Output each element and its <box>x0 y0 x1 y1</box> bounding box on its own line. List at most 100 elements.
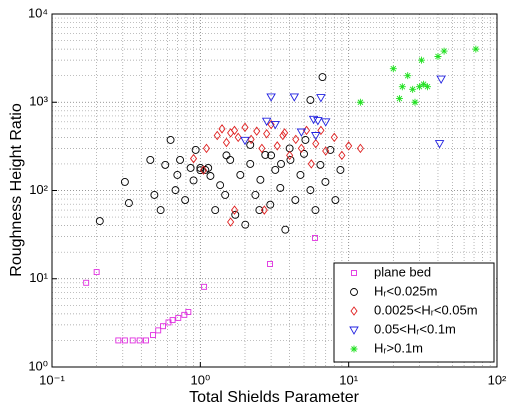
marker-star <box>415 83 423 91</box>
marker-star <box>472 45 480 53</box>
marker-circle <box>255 206 264 215</box>
marker-triangle <box>266 93 276 102</box>
marker-star <box>418 56 426 64</box>
legend-marker <box>350 288 358 296</box>
marker-diamond <box>297 143 305 154</box>
marker-diamond <box>218 124 226 134</box>
marker-diamond <box>330 132 338 143</box>
marker-diamond <box>234 132 242 143</box>
marker-circle <box>146 155 155 164</box>
marker-square <box>155 327 162 334</box>
marker-circle <box>246 159 255 168</box>
marker-circle <box>251 191 260 199</box>
marker-star <box>411 98 419 106</box>
marker-diamond <box>317 125 325 136</box>
x-tick-label: 10¹ <box>339 372 358 387</box>
marker-diamond <box>286 150 294 161</box>
y-tick-label: 10⁴ <box>28 5 48 20</box>
marker-diamond <box>292 134 300 145</box>
marker-diamond <box>241 122 249 133</box>
marker-triangle <box>313 117 323 126</box>
marker-diamond <box>222 137 231 148</box>
marker-circle <box>236 171 245 179</box>
marker-circle <box>261 150 270 159</box>
marker-circle <box>196 166 205 175</box>
marker-diamond <box>202 143 211 154</box>
marker-circle <box>336 165 345 174</box>
marker-diamond <box>213 130 221 141</box>
marker-circle <box>331 196 340 204</box>
marker-diamond <box>199 165 208 175</box>
marker-diamond <box>345 141 353 151</box>
marker-star <box>434 52 442 60</box>
marker-square <box>136 337 143 344</box>
marker-circle <box>256 175 265 184</box>
legend-marker <box>349 326 359 335</box>
marker-circle <box>216 181 225 190</box>
marker-star <box>398 83 406 91</box>
marker-triangle <box>434 140 445 149</box>
marker-circle <box>316 160 325 169</box>
legend-label: plane bed <box>374 264 431 279</box>
marker-square <box>201 283 208 290</box>
marker-diamond <box>263 128 271 139</box>
legend-box <box>333 262 495 363</box>
marker-circle <box>321 177 330 186</box>
marker-diamond <box>267 119 275 130</box>
marker-diamond <box>312 138 320 149</box>
x-tick-label: 10⁻¹ <box>39 372 65 387</box>
marker-diamond <box>338 150 346 161</box>
y-tick-label: 10² <box>29 182 48 197</box>
marker-square <box>129 337 136 344</box>
marker-circle <box>286 155 295 164</box>
marker-circle <box>276 183 285 192</box>
marker-diamond <box>279 130 287 141</box>
marker-circle <box>277 159 285 168</box>
legend-label: 0.0025<Hᵣ<0.05m <box>374 302 478 317</box>
marker-square <box>312 234 318 241</box>
marker-star <box>389 65 397 73</box>
marker-diamond <box>273 141 281 151</box>
marker-star <box>356 98 364 106</box>
marker-circle <box>311 206 320 215</box>
legend-marker <box>350 306 358 316</box>
marker-circle <box>231 210 240 219</box>
marker-circle <box>266 200 275 209</box>
y-axis-title: Roughness Height Ratio <box>8 103 25 277</box>
legend-marker <box>351 270 357 276</box>
marker-diamond <box>260 205 268 215</box>
marker-triangle <box>261 117 272 127</box>
marker-circle <box>181 196 190 204</box>
legend-label: 0.05<Hᵣ<0.1m <box>374 321 456 336</box>
marker-square <box>115 337 122 344</box>
marker-circle <box>191 146 200 154</box>
marker-star <box>395 95 403 103</box>
legend-marker <box>350 345 358 353</box>
marker-circle <box>95 217 104 226</box>
y-tick-label: 10¹ <box>29 270 48 285</box>
marker-square <box>185 309 192 315</box>
marker-square <box>121 337 128 344</box>
marker-circle <box>271 165 280 174</box>
marker-circle <box>206 172 215 180</box>
marker-triangle <box>436 75 446 84</box>
x-axis-title: Total Shields Parameter <box>189 389 360 406</box>
marker-diamond <box>307 159 315 169</box>
marker-square <box>143 337 149 344</box>
marker-circle <box>326 146 335 154</box>
marker-star <box>409 85 417 93</box>
marker-circle <box>196 164 205 172</box>
marker-diamond <box>227 217 235 227</box>
marker-circle <box>241 220 250 229</box>
x-tick-label: 10⁰ <box>190 372 210 387</box>
marker-diamond <box>258 143 266 154</box>
marker-triangle <box>310 132 321 141</box>
marker-circle <box>222 151 231 160</box>
marker-square <box>93 269 100 276</box>
marker-circle <box>171 186 180 195</box>
marker-diamond <box>322 146 330 156</box>
marker-diamond <box>281 128 289 138</box>
marker-circle <box>176 155 185 164</box>
marker-circle <box>161 160 170 169</box>
